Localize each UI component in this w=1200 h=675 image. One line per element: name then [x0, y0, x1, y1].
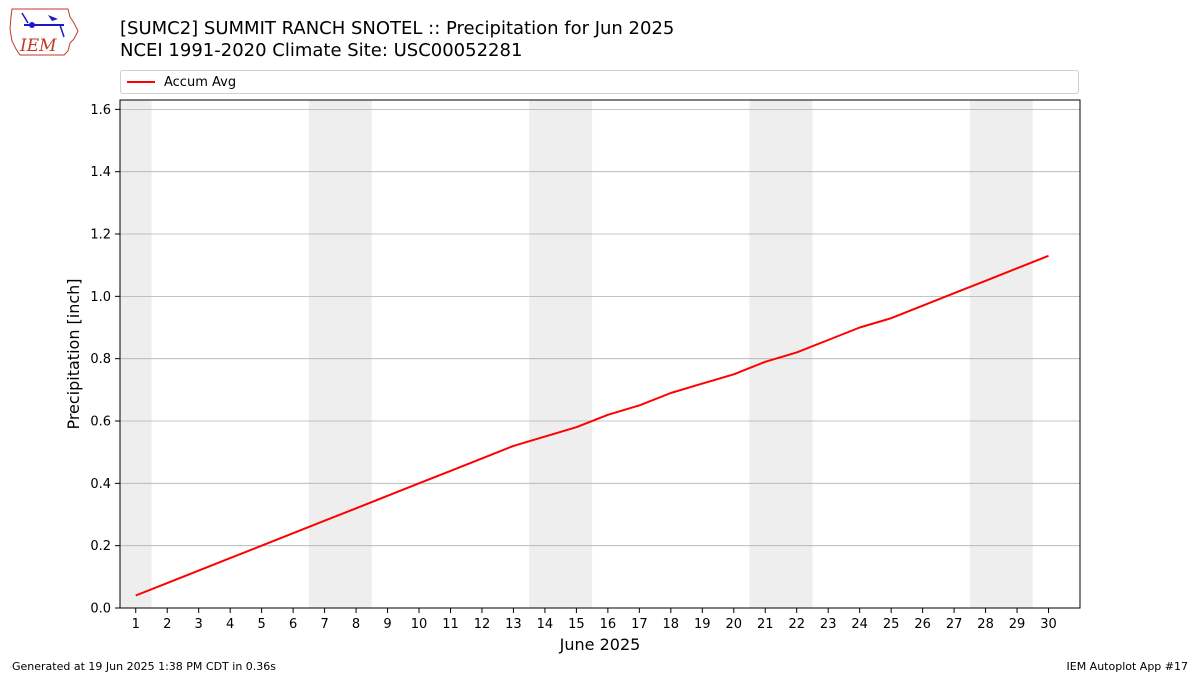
y-tick-label-7: 1.4 — [90, 165, 111, 180]
y-tick-label-6: 1.2 — [90, 228, 111, 243]
y-tick-label-3: 0.6 — [90, 415, 111, 430]
x-tick-label-4: 5 — [257, 617, 265, 632]
y-tick-label-8: 1.6 — [90, 103, 111, 118]
data-point-0-11 — [480, 456, 484, 460]
data-point-0-17 — [669, 391, 673, 395]
iem-logo: IEM — [9, 8, 79, 56]
x-tick-label-5: 6 — [289, 617, 297, 632]
x-tick-label-21: 22 — [788, 617, 805, 632]
data-point-0-28 — [1015, 266, 1019, 270]
x-tick-label-24: 25 — [883, 617, 900, 632]
data-point-0-26 — [952, 291, 956, 295]
x-tick-label-6: 7 — [320, 617, 328, 632]
data-point-0-10 — [448, 469, 452, 473]
data-point-0-12 — [511, 444, 515, 448]
x-tick-label-13: 14 — [537, 617, 554, 632]
weekend-shade-2 — [529, 100, 593, 608]
data-point-0-0 — [134, 594, 138, 598]
x-tick-label-25: 26 — [914, 617, 931, 632]
x-tick-label-19: 20 — [725, 617, 742, 632]
legend: Accum Avg — [120, 70, 1079, 94]
data-point-0-1 — [165, 581, 169, 585]
data-point-0-4 — [260, 544, 264, 548]
series-line-0 — [135, 254, 1049, 597]
x-tick-label-17: 18 — [663, 617, 680, 632]
chart-title: [SUMC2] SUMMIT RANCH SNOTEL :: Precipita… — [120, 18, 675, 39]
data-point-0-21 — [795, 350, 799, 354]
weekend-shade-3 — [749, 100, 813, 608]
x-tick-label-2: 3 — [195, 617, 203, 632]
data-point-0-20 — [763, 360, 767, 364]
x-tick-label-10: 11 — [442, 617, 459, 632]
weekend-shade-0 — [120, 100, 152, 608]
y-tick-label-2: 0.4 — [90, 477, 111, 492]
data-point-0-27 — [984, 279, 988, 283]
data-point-0-5 — [291, 531, 295, 535]
data-point-0-13 — [543, 435, 547, 439]
data-point-0-6 — [323, 519, 327, 523]
x-tick-label-16: 17 — [631, 617, 648, 632]
data-point-0-14 — [574, 425, 578, 429]
x-tick-label-3: 4 — [226, 617, 234, 632]
generated-footer: Generated at 19 Jun 2025 1:38 PM CDT in … — [12, 660, 277, 673]
x-tick-label-8: 9 — [383, 617, 391, 632]
iem-logo-text: IEM — [19, 36, 57, 56]
data-point-0-15 — [606, 413, 610, 417]
data-point-0-16 — [637, 403, 641, 407]
x-tick-label-27: 28 — [977, 617, 994, 632]
y-tick-label-0: 0.0 — [90, 602, 111, 617]
legend-line-swatch — [127, 81, 155, 83]
x-tick-label-0: 1 — [132, 617, 140, 632]
x-tick-label-29: 30 — [1040, 617, 1057, 632]
y-tick-label-1: 0.2 — [90, 539, 111, 554]
weekend-shade-1 — [308, 100, 372, 608]
data-point-0-24 — [889, 316, 893, 320]
data-point-0-23 — [858, 326, 862, 330]
x-tick-label-15: 16 — [600, 617, 617, 632]
data-point-0-25 — [921, 304, 925, 308]
y-axis-label: Precipitation [inch] — [64, 278, 83, 429]
x-axis-label: June 2025 — [559, 635, 641, 654]
weekend-shade-4 — [969, 100, 1033, 608]
legend-label: Accum Avg — [164, 75, 237, 90]
data-point-0-22 — [826, 338, 830, 342]
data-point-0-9 — [417, 481, 421, 485]
data-point-0-2 — [197, 569, 201, 573]
y-tick-label-4: 0.8 — [90, 352, 111, 367]
chart-subtitle: NCEI 1991-2020 Climate Site: USC00052281 — [120, 40, 523, 61]
x-tick-label-22: 23 — [820, 617, 837, 632]
plot-frame — [119, 99, 1081, 609]
app-footer: IEM Autoplot App #17 — [1066, 660, 1189, 673]
x-tick-label-11: 12 — [474, 617, 491, 632]
data-point-0-18 — [700, 382, 704, 386]
x-tick-label-18: 19 — [694, 617, 711, 632]
x-tick-label-7: 8 — [352, 617, 360, 632]
data-point-0-3 — [228, 556, 232, 560]
x-tick-label-28: 29 — [1009, 617, 1026, 632]
x-tick-label-1: 2 — [163, 617, 171, 632]
data-point-0-7 — [354, 506, 358, 510]
y-tick-label-5: 1.0 — [90, 290, 111, 305]
x-tick-label-9: 10 — [411, 617, 428, 632]
data-point-0-8 — [386, 494, 390, 498]
data-point-0-29 — [1047, 254, 1051, 258]
x-tick-label-14: 15 — [568, 617, 585, 632]
x-tick-label-20: 21 — [757, 617, 774, 632]
x-tick-label-26: 27 — [946, 617, 963, 632]
data-point-0-19 — [732, 372, 736, 376]
x-tick-label-23: 24 — [851, 617, 868, 632]
x-tick-label-12: 13 — [505, 617, 522, 632]
